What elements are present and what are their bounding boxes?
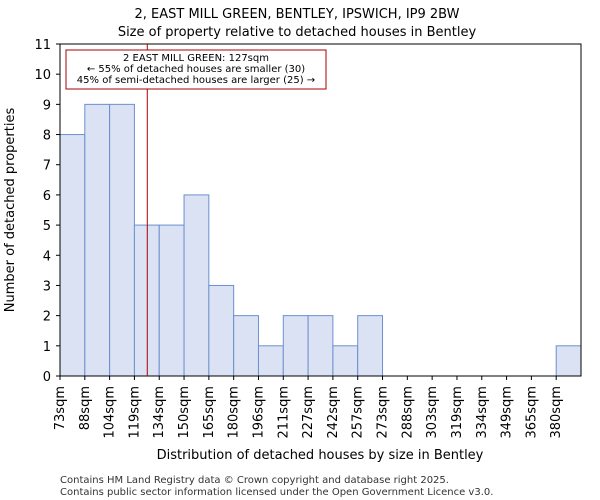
x-tick-label: 73sqm — [53, 386, 68, 430]
y-tick-label: 10 — [34, 68, 51, 83]
bar-165sqm — [208, 284, 235, 377]
x-tick-label: 150sqm — [177, 386, 192, 439]
footer-line-2: Contains public sector information licen… — [60, 487, 493, 498]
bar-88sqm — [84, 103, 111, 377]
bar-104sqm — [109, 103, 135, 377]
chart-subtitle: Size of property relative to detached ho… — [118, 25, 477, 40]
x-tick-label: 104sqm — [103, 386, 118, 439]
x-tick-label: 380sqm — [549, 386, 564, 439]
y-tick-label: 7 — [43, 159, 51, 174]
x-ticks-group: 73sqm 88sqm 104sqm 119sqm 134sqm 150sqm 165sqm… — [53, 376, 564, 439]
y-tick-label: 9 — [43, 98, 51, 113]
bars-group — [59, 103, 582, 377]
x-tick-label: 119sqm — [127, 386, 142, 439]
x-tick-label: 273sqm — [376, 386, 391, 439]
y-tick-label: 6 — [43, 189, 51, 204]
y-tick-label: 3 — [43, 279, 51, 294]
annotation-line-3: 45% of semi-detached houses are larger (… — [77, 75, 315, 86]
x-tick-label: 365sqm — [524, 386, 539, 439]
bar-73sqm — [59, 134, 86, 377]
y-tick-label: 0 — [43, 370, 51, 385]
bar-150sqm — [183, 194, 210, 377]
x-axis-label: Distribution of detached houses by size … — [157, 448, 484, 463]
bar-242sqm — [332, 345, 359, 377]
annotation-line-1: 2 EAST MILL GREEN: 127sqm — [123, 53, 269, 64]
bar-380sqm — [555, 345, 582, 377]
x-tick-label: 211sqm — [276, 386, 291, 439]
bar-134sqm — [158, 224, 185, 377]
x-tick-label: 88sqm — [78, 386, 93, 430]
annotation-line-2: ← 55% of detached houses are smaller (30… — [87, 64, 305, 75]
y-tick-label: 4 — [43, 249, 51, 264]
bar-211sqm — [282, 315, 309, 377]
y-ticks-group: 0 1 2 3 4 5 6 7 8 9 10 11 — [34, 38, 60, 385]
x-tick-label: 242sqm — [326, 386, 341, 439]
y-tick-label: 2 — [43, 310, 51, 325]
bar-196sqm — [257, 345, 284, 377]
bar-257sqm — [357, 315, 384, 377]
chart-title: 2, EAST MILL GREEN, BENTLEY, IPSWICH, IP… — [134, 7, 459, 22]
annotation-box — [65, 49, 327, 90]
x-tick-label: 196sqm — [251, 386, 266, 439]
y-tick-label: 8 — [43, 129, 51, 144]
x-tick-label: 288sqm — [400, 386, 415, 439]
x-tick-label: 349sqm — [500, 386, 515, 439]
x-tick-label: 180sqm — [227, 386, 242, 439]
y-tick-label: 11 — [34, 38, 51, 53]
x-tick-label: 303sqm — [425, 386, 440, 439]
x-tick-label: 227sqm — [301, 386, 316, 439]
footer-line-1: Contains HM Land Registry data © Crown c… — [60, 475, 449, 486]
x-tick-label: 165sqm — [202, 386, 217, 439]
y-tick-label: 1 — [43, 340, 51, 355]
x-tick-label: 319sqm — [450, 386, 465, 439]
x-tick-label: 257sqm — [351, 386, 366, 439]
bar-227sqm — [307, 315, 334, 377]
y-axis-label: Number of detached properties — [3, 108, 18, 313]
bar-180sqm — [233, 315, 259, 377]
x-tick-label: 334sqm — [475, 386, 490, 439]
plot-frame — [59, 43, 582, 377]
y-tick-label: 5 — [43, 219, 51, 234]
x-tick-label: 134sqm — [152, 386, 167, 439]
